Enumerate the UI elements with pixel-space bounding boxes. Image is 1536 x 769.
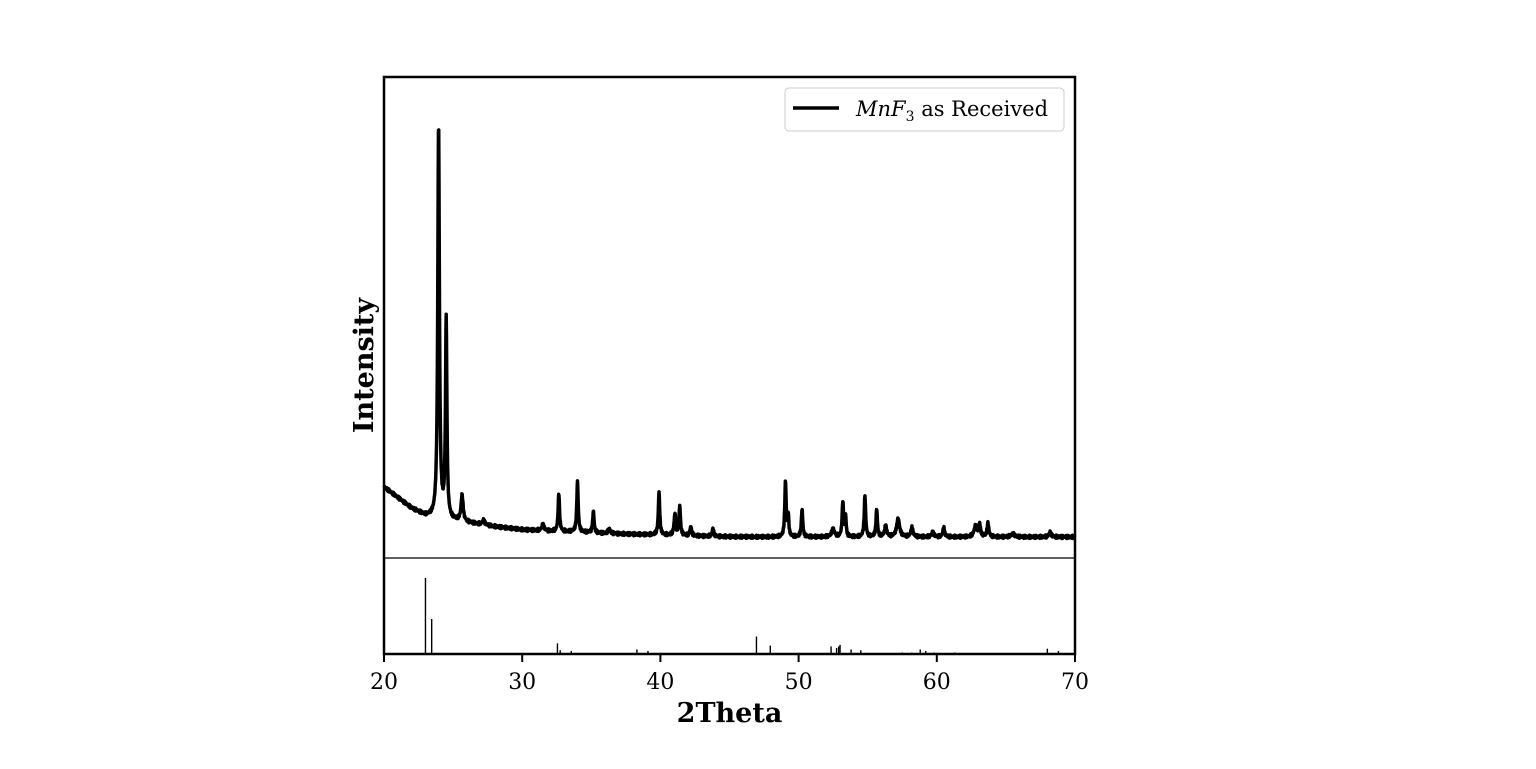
x-tick-label: 60 <box>923 670 951 695</box>
x-tick-label: 30 <box>508 670 536 695</box>
series-line-mnf3 <box>382 128 1077 541</box>
x-tick-label: 70 <box>1061 670 1089 695</box>
plot-frame <box>382 75 1077 656</box>
legend-box <box>784 87 1065 132</box>
x-tick-label: 40 <box>646 670 674 695</box>
legend: MnF3 as Received <box>784 87 1065 132</box>
y-axis-title: Intensity <box>349 297 380 433</box>
legend-suffix: as Received <box>915 97 1049 121</box>
x-tick-label: 50 <box>785 670 813 695</box>
reference-sticks <box>424 578 1060 654</box>
plot-area <box>382 128 1077 541</box>
x-axis-ticks: 20 30 40 50 60 70 <box>370 654 1089 695</box>
legend-formula-subscript: 3 <box>906 109 915 125</box>
legend-formula: MnF <box>855 97 907 121</box>
legend-label: MnF3 as Received <box>855 97 1048 125</box>
x-axis-title: 2Theta <box>677 698 783 729</box>
x-tick-label: 20 <box>370 670 398 695</box>
